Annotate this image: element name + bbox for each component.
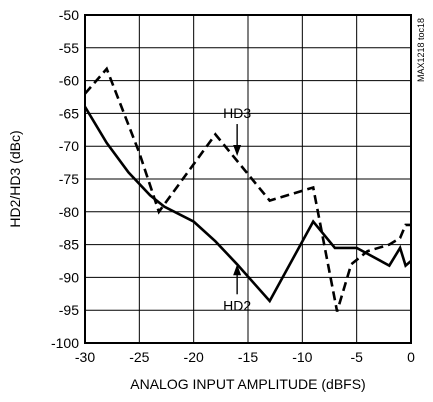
- x-tick-label: 0: [407, 349, 415, 365]
- figure-id-label: MAX1218 toc18: [416, 18, 426, 82]
- y-tick-label: -55: [59, 40, 79, 56]
- annotations: HD3 HD2: [223, 105, 251, 313]
- x-tick-label: -30: [75, 349, 95, 365]
- y-tick-label: -80: [59, 204, 79, 220]
- y-tick-label: -95: [59, 302, 79, 318]
- annotation-arrowhead-hd3: [233, 145, 242, 157]
- y-tick-label: -50: [59, 7, 79, 23]
- tick-labels: -30 -25 -20 -15 -10 -5 0-50-55-60-65-70-75-80-…: [51, 7, 415, 365]
- y-tick-label: -60: [59, 73, 79, 89]
- x-tick-label: -10: [292, 349, 312, 365]
- series-line-hd2: [83, 106, 412, 304]
- series-layer: [83, 66, 412, 312]
- y-tick-label: -100: [51, 335, 79, 351]
- x-tick-label: -25: [129, 349, 149, 365]
- x-tick-label: -5: [350, 349, 363, 365]
- x-axis-title: ANALOG INPUT AMPLITUDE (dBFS): [130, 376, 365, 392]
- x-tick-label: -20: [184, 349, 204, 365]
- x-tick-label: -15: [238, 349, 258, 365]
- annotation-label-hd2: HD2: [223, 297, 251, 313]
- y-tick-label: -65: [59, 105, 79, 121]
- y-tick-label: -90: [59, 269, 79, 285]
- y-tick-label: -85: [59, 237, 79, 253]
- plot-frame: [84, 14, 412, 344]
- annotation-arrowhead-hd2: [233, 264, 242, 276]
- series-line-hd3: [84, 66, 411, 312]
- y-tick-label: -70: [59, 138, 79, 154]
- y-axis-title: HD2/HD3 (dBc): [7, 130, 23, 227]
- annotation-label-hd3: HD3: [223, 105, 251, 121]
- y-tick-label: -75: [59, 171, 79, 187]
